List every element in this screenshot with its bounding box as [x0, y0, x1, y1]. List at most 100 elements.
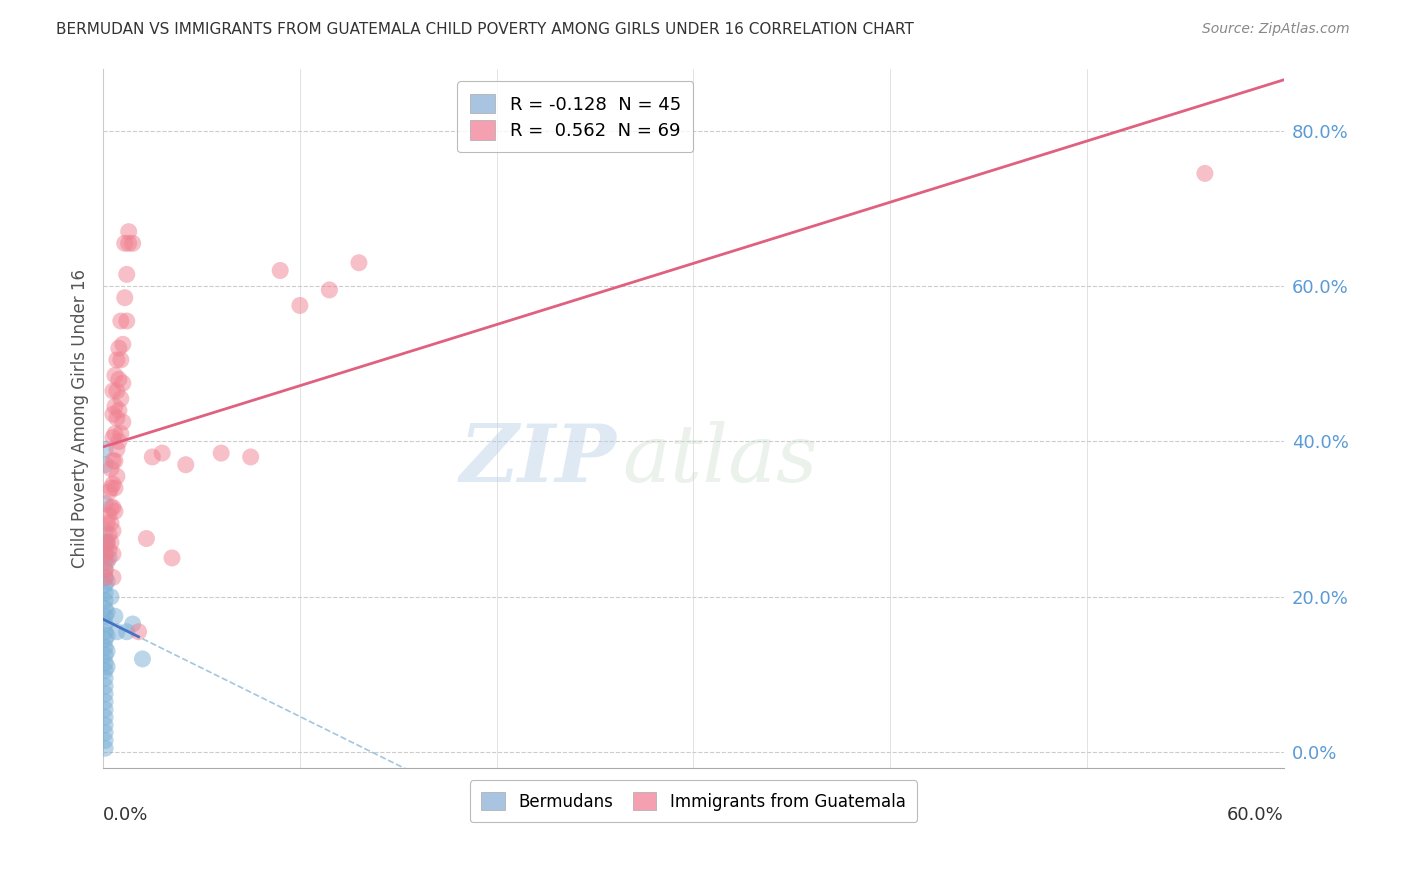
Point — [94, 593, 117, 607]
Point — [288, 298, 311, 312]
Point — [96, 535, 118, 549]
Point — [141, 450, 163, 464]
Text: Source: ZipAtlas.com: Source: ZipAtlas.com — [1202, 22, 1350, 37]
Point — [94, 570, 117, 584]
Point — [94, 547, 117, 561]
Point — [94, 555, 117, 569]
Point — [174, 458, 197, 472]
Point — [101, 524, 124, 538]
Text: BERMUDAN VS IMMIGRANTS FROM GUATEMALA CHILD POVERTY AMONG GIRLS UNDER 16 CORRELA: BERMUDAN VS IMMIGRANTS FROM GUATEMALA CH… — [56, 22, 914, 37]
Point — [94, 733, 117, 747]
Point — [98, 508, 121, 523]
Point — [96, 629, 118, 643]
Point — [209, 446, 232, 460]
Point — [100, 535, 122, 549]
Legend: Bermudans, Immigrants from Guatemala: Bermudans, Immigrants from Guatemala — [470, 780, 917, 822]
Point — [105, 384, 128, 398]
Point — [101, 477, 124, 491]
Point — [110, 426, 132, 441]
Point — [100, 590, 122, 604]
Point — [135, 532, 157, 546]
Text: 60.0%: 60.0% — [1227, 806, 1284, 824]
Point — [115, 314, 138, 328]
Point — [108, 434, 131, 449]
Point — [108, 372, 131, 386]
Point — [96, 535, 118, 549]
Point — [100, 481, 122, 495]
Point — [94, 586, 117, 600]
Point — [111, 376, 134, 391]
Point — [94, 671, 117, 685]
Point — [98, 484, 121, 499]
Point — [96, 605, 118, 619]
Point — [94, 563, 117, 577]
Point — [101, 500, 124, 515]
Point — [94, 718, 117, 732]
Point — [1194, 166, 1216, 180]
Point — [94, 632, 117, 647]
Point — [111, 337, 134, 351]
Point — [94, 679, 117, 693]
Point — [94, 458, 117, 472]
Point — [94, 539, 117, 553]
Point — [121, 617, 143, 632]
Point — [94, 601, 117, 615]
Point — [94, 442, 117, 457]
Point — [101, 570, 124, 584]
Point — [94, 609, 117, 624]
Point — [160, 551, 183, 566]
Text: ZIP: ZIP — [460, 421, 617, 499]
Text: atlas: atlas — [623, 421, 818, 499]
Point — [94, 687, 117, 701]
Point — [94, 563, 117, 577]
Point — [94, 578, 117, 592]
Point — [108, 341, 131, 355]
Point — [94, 710, 117, 724]
Point — [104, 481, 127, 495]
Point — [101, 384, 124, 398]
Point — [101, 407, 124, 421]
Point — [128, 624, 150, 639]
Point — [118, 225, 141, 239]
Point — [98, 551, 121, 566]
Point — [94, 535, 117, 549]
Point — [150, 446, 173, 460]
Point — [110, 392, 132, 406]
Point — [94, 640, 117, 655]
Point — [269, 263, 291, 277]
Point — [94, 656, 117, 670]
Point — [96, 516, 118, 530]
Point — [104, 426, 127, 441]
Point — [100, 500, 122, 515]
Point — [104, 400, 127, 414]
Point — [100, 461, 122, 475]
Point — [110, 314, 132, 328]
Point — [347, 256, 370, 270]
Point — [115, 268, 138, 282]
Point — [105, 411, 128, 425]
Point — [111, 415, 134, 429]
Point — [101, 431, 124, 445]
Point — [96, 555, 118, 569]
Point — [94, 741, 117, 756]
Point — [104, 504, 127, 518]
Point — [94, 617, 117, 632]
Point — [105, 624, 128, 639]
Point — [105, 352, 128, 367]
Point — [114, 291, 136, 305]
Point — [101, 547, 124, 561]
Y-axis label: Child Poverty Among Girls Under 16: Child Poverty Among Girls Under 16 — [72, 268, 89, 567]
Point — [104, 609, 127, 624]
Point — [94, 725, 117, 739]
Point — [101, 454, 124, 468]
Point — [98, 543, 121, 558]
Point — [94, 547, 117, 561]
Point — [105, 469, 128, 483]
Point — [94, 497, 117, 511]
Point — [94, 570, 117, 584]
Point — [239, 450, 262, 464]
Point — [94, 702, 117, 716]
Point — [104, 454, 127, 468]
Point — [96, 644, 118, 658]
Point — [100, 516, 122, 530]
